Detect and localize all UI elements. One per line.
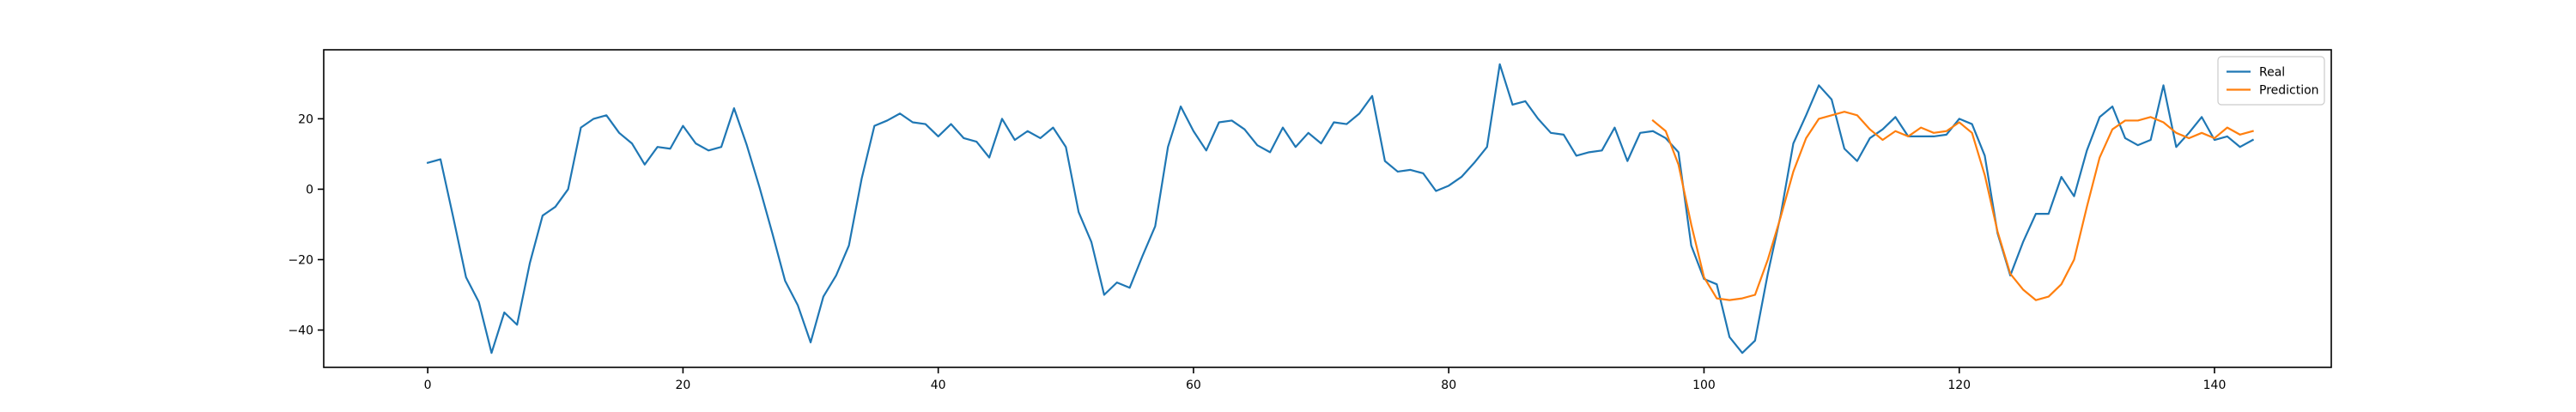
y-axis: −40 −20 0 20 — [288, 112, 324, 338]
legend: Real Prediction — [2217, 56, 2325, 106]
y-tick-label: −20 — [288, 253, 313, 267]
x-tick-label: 120 — [1947, 379, 1971, 392]
legend-label-prediction: Prediction — [2259, 84, 2319, 98]
plot-area — [323, 49, 2332, 368]
x-tick-label: 100 — [1692, 379, 1716, 392]
x-axis: 0 20 40 60 80 100 120 140 — [424, 367, 2227, 392]
x-tick-label: 40 — [931, 379, 946, 392]
series-line-real — [426, 63, 2255, 354]
x-tick-label: 140 — [2203, 379, 2227, 392]
series-line-prediction — [1651, 111, 2254, 301]
legend-box — [2217, 56, 2325, 106]
x-tick-label: 60 — [1186, 379, 1201, 392]
y-tick-label: −40 — [288, 324, 313, 338]
x-tick-label: 20 — [675, 379, 690, 392]
y-tick-label: 0 — [306, 183, 313, 197]
plot-frame — [323, 49, 2332, 368]
y-tick-label: 20 — [298, 112, 313, 126]
x-tick-label: 0 — [424, 379, 432, 392]
x-tick-label: 80 — [1441, 379, 1456, 392]
series-layer — [426, 63, 2255, 354]
legend-label-real: Real — [2259, 66, 2285, 80]
